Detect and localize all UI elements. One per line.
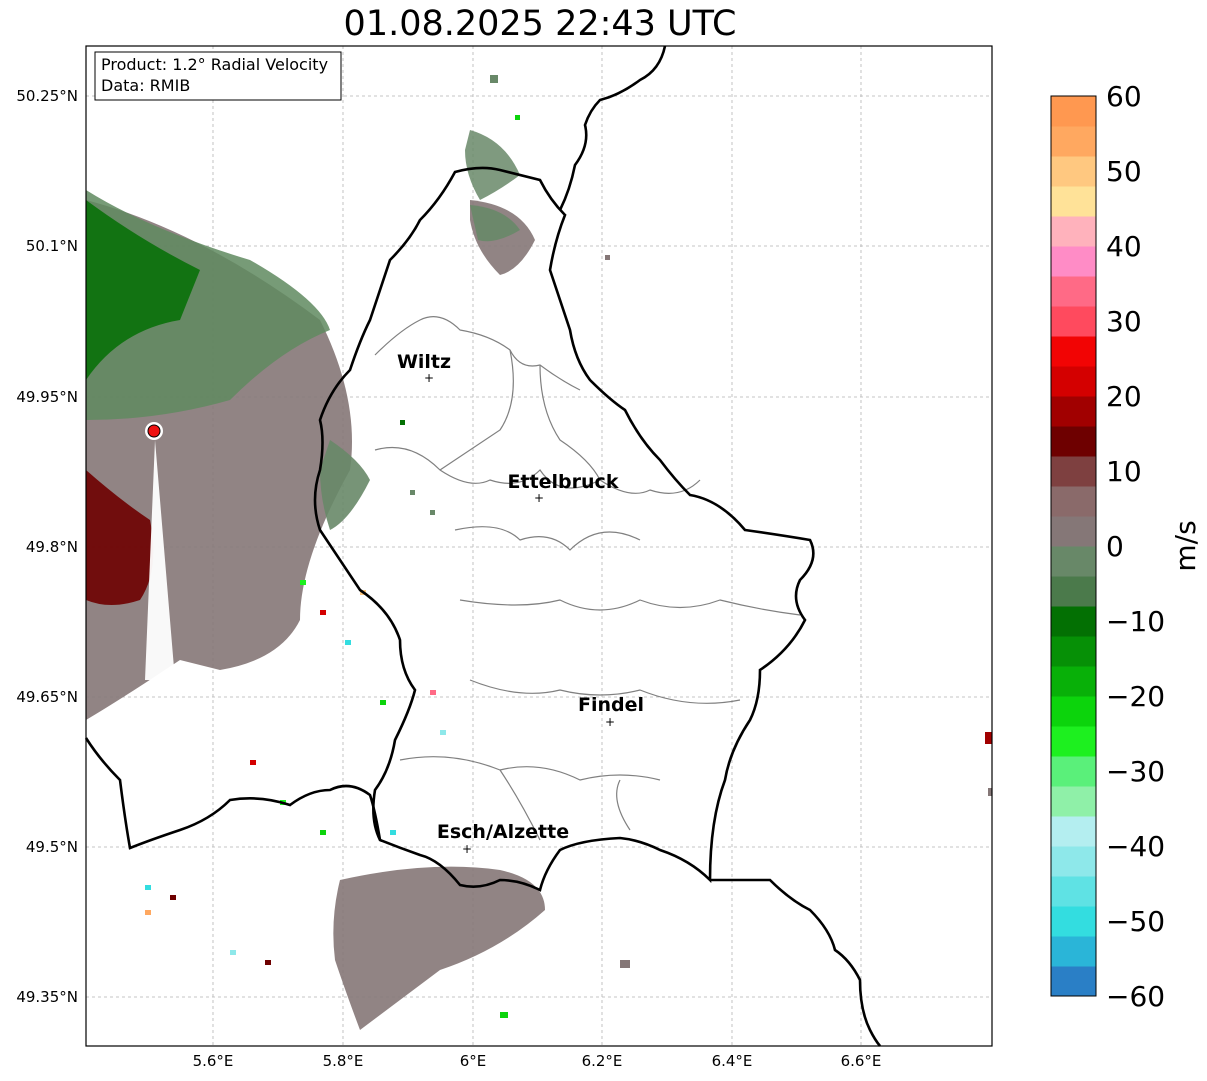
city-marker: + [462,842,472,856]
colorbar-label: m/s [1169,520,1202,571]
colorbar-segment [1051,216,1096,247]
city-label-findel: Findel [578,694,644,716]
colorbar-segment [1051,426,1096,457]
colorbar-segment [1051,516,1096,547]
city-marker: + [605,715,615,729]
city-esch-alzette: + Esch/Alzette [437,821,569,856]
lat-tick: 49.8°N [26,538,78,556]
colorbar-tick: −60 [1106,980,1165,1013]
border-germany-north [558,45,667,211]
city-label-esch: Esch/Alzette [437,821,569,843]
colorbar-segment [1051,696,1096,727]
colorbar-segment [1051,276,1096,307]
colorbar-segment [1051,756,1096,787]
colorbar [1051,96,1096,997]
colorbar-segment [1051,816,1096,847]
info-data-source: Data: RMIB [101,76,190,95]
colorbar-tick: 0 [1106,530,1124,563]
lat-tick: 49.95°N [16,388,78,406]
colorbar-segment [1051,966,1096,997]
lon-tick: 6°E [460,1052,487,1070]
colorbar-frame [1050,95,1097,997]
lon-axis: 5.6°E 5.8°E 6°E 6.2°E 6.4°E 6.6°E [193,1052,882,1070]
border-germany-east [710,878,882,1047]
canton-borders [374,316,801,841]
colorbar-segment [1051,336,1096,367]
lat-tick: 50.1°N [26,237,78,255]
info-box: Product: 1.2° Radial Velocity Data: RMIB [94,51,342,101]
map-title: 01.08.2025 22:43 UTC [343,4,737,44]
colorbar-tick: 30 [1106,305,1142,338]
colorbar-segment [1051,606,1096,637]
colorbar-segment [1051,366,1096,397]
colorbar-segment [1051,876,1096,907]
lon-tick: 6.4°E [712,1052,753,1070]
border-france-belgium-south [84,737,382,850]
lat-tick: 49.65°N [16,688,78,706]
city-ettelbruck: + Ettelbruck [508,471,619,505]
colorbar-tick: 10 [1106,455,1142,488]
colorbar-segment [1051,576,1096,607]
colorbar-segment [1051,666,1096,697]
colorbar-segment [1051,246,1096,277]
lon-tick: 5.8°E [323,1052,364,1070]
colorbar-tick: 20 [1106,380,1142,413]
colorbar-segment [1051,486,1096,517]
radar-site-dot [147,424,161,438]
lat-tick: 49.35°N [16,988,78,1006]
colorbar-segment [1051,726,1096,757]
colorbar-segment [1051,456,1096,487]
colorbar-segment [1051,846,1096,877]
country-border [313,166,815,892]
city-label-wiltz: Wiltz [397,351,451,373]
colorbar-tick: −40 [1106,830,1165,863]
colorbar-segment [1051,156,1096,187]
colorbar-segment [1051,636,1096,667]
colorbar-segment [1051,396,1096,427]
lon-tick: 5.6°E [193,1052,234,1070]
colorbar-tick: 60 [1106,80,1142,113]
colorbar-ticks: 60 50 40 30 20 10 0 −10 −20 −30 −40 −50 … [1106,80,1165,1013]
lon-tick: 6.6°E [841,1052,882,1070]
lat-axis: 50.25°N 50.1°N 49.95°N 49.8°N 49.65°N 49… [16,87,78,1006]
city-wiltz: + Wiltz [397,351,451,385]
info-product: Product: 1.2° Radial Velocity [101,55,328,74]
colorbar-segment [1051,936,1096,967]
lon-tick: 6.2°E [582,1052,623,1070]
colorbar-segment [1051,96,1096,127]
colorbar-segment [1051,126,1096,157]
colorbar-tick: −30 [1106,755,1165,788]
colorbar-segment [1051,906,1096,937]
city-findel: + Findel [578,694,644,729]
map-frame [85,45,993,1047]
colorbar-tick: 50 [1106,155,1142,188]
colorbar-segment [1051,546,1096,577]
colorbar-tick: −10 [1106,605,1165,638]
colorbar-segment [1051,186,1096,217]
lat-tick: 50.25°N [16,87,78,105]
colorbar-tick: −20 [1106,680,1165,713]
city-label-ettelbruck: Ettelbruck [508,471,619,493]
radar-echo-layer [86,75,992,1030]
colorbar-segment [1051,786,1096,817]
lat-tick: 49.5°N [26,838,78,856]
city-marker: + [424,371,434,385]
colorbar-tick: −50 [1106,905,1165,938]
city-marker: + [534,491,544,505]
colorbar-tick: 40 [1106,230,1142,263]
colorbar-segment [1051,306,1096,337]
